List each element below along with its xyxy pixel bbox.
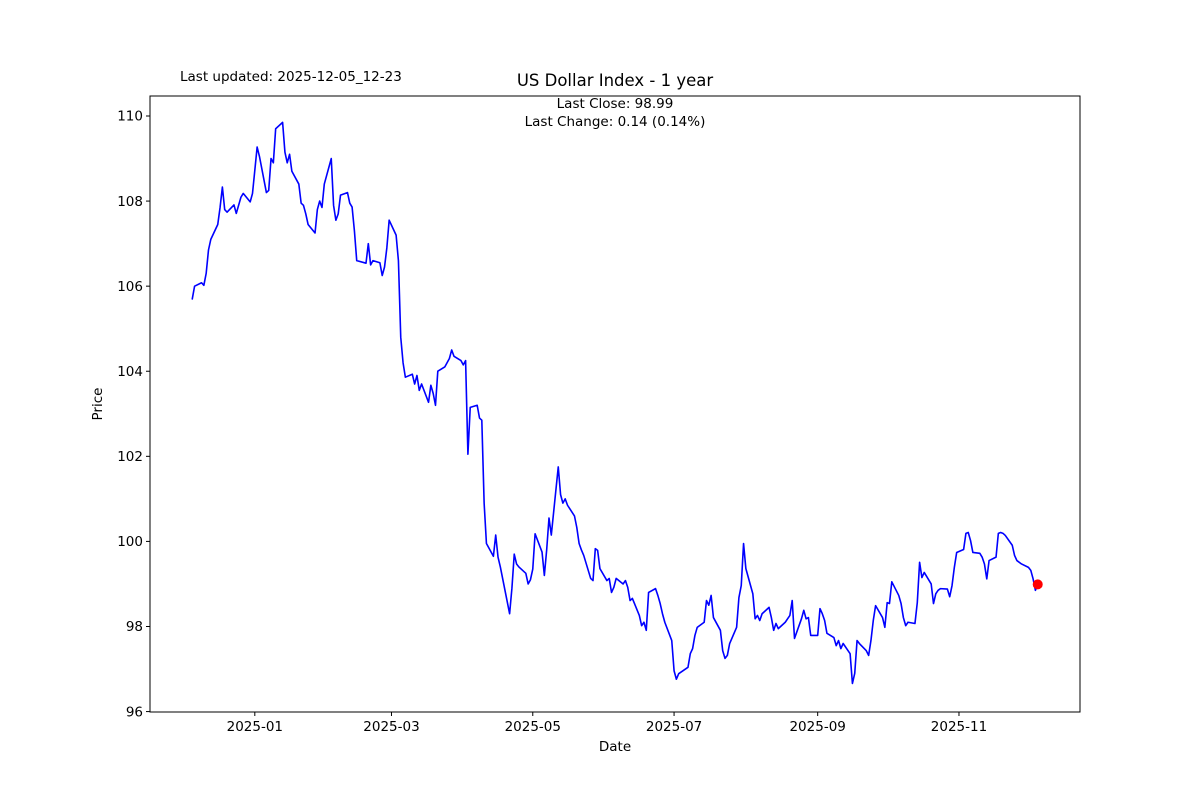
price-line: [191, 121, 1039, 685]
y-tick-label: 110: [117, 109, 143, 125]
last-updated-text: Last updated: 2025-12-05_12-23: [180, 69, 402, 85]
y-tick-label: 98: [126, 619, 143, 635]
x-axis-label: Date: [598, 739, 632, 755]
x-tick-label: 2025-05: [505, 719, 561, 735]
y-tick-label: 106: [117, 279, 143, 295]
plot-border: [149, 95, 1081, 713]
x-tick-label: 2025-03: [363, 719, 419, 735]
x-tick-label: 2025-01: [227, 719, 283, 735]
x-tick-label: 2025-09: [789, 719, 845, 735]
x-tick-label: 2025-11: [931, 719, 987, 735]
last-close-text: Last Close: 98.99: [556, 96, 674, 112]
y-tick-label: 96: [126, 704, 143, 720]
chart-title: US Dollar Index - 1 year: [516, 71, 714, 90]
y-tick-label: 102: [117, 449, 143, 465]
last-change-text: Last Change: 0.14 (0.14%): [524, 113, 706, 130]
y-axis-label: Price: [90, 387, 106, 421]
y-tick-label: 100: [117, 534, 143, 550]
y-tick-label: 104: [117, 364, 143, 380]
y-tick-label: 108: [117, 194, 143, 210]
last-close-marker: [1032, 579, 1043, 590]
x-tick-label: 2025-07: [646, 719, 702, 735]
chart-subtitle: Last Close: 98.99 Last Change: 0.14 (0.1…: [150, 96, 1080, 131]
